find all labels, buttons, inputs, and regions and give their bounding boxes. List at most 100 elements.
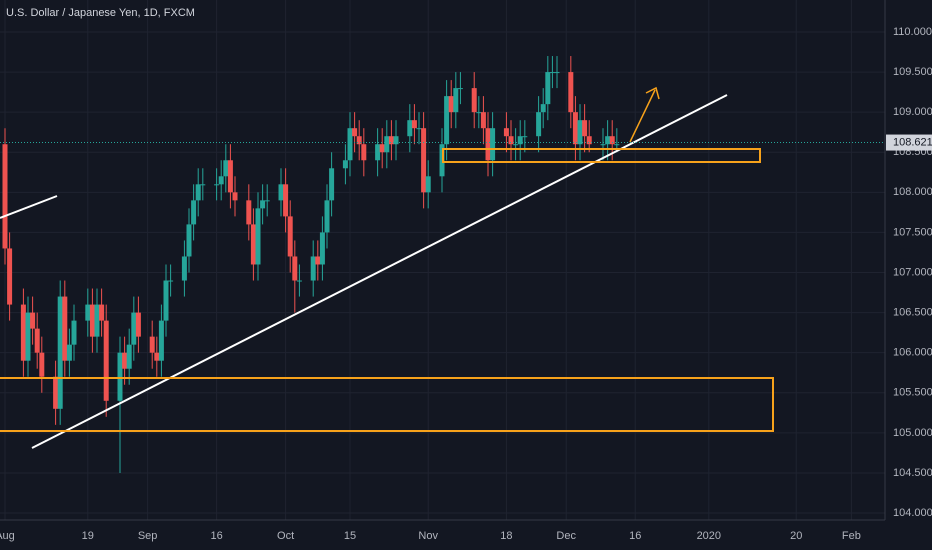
candle-body: [278, 184, 284, 201]
candle-body: [250, 224, 256, 265]
candle-body: [480, 112, 486, 129]
candle-body: [310, 256, 316, 281]
y-tick-label: 105.000: [893, 427, 932, 439]
candle-body: [227, 160, 233, 193]
candle-body: [568, 72, 574, 113]
candle-body: [103, 320, 109, 401]
candle-body: [522, 136, 528, 138]
candle-body: [471, 88, 477, 113]
last-price-label: 108.621: [893, 136, 932, 148]
x-tick-label: 2020: [697, 530, 721, 542]
y-tick-label: 107.000: [893, 266, 932, 278]
candle-body: [393, 136, 399, 145]
candle-body: [214, 184, 220, 186]
candle-body: [62, 296, 68, 361]
candle-body: [283, 184, 289, 217]
drawings: [0, 86, 774, 449]
candle-body: [582, 120, 588, 137]
candle-body: [448, 96, 454, 113]
trend-line: [0, 195, 58, 219]
y-tick-label: 106.500: [893, 306, 932, 318]
y-tick-label: 106.000: [893, 347, 932, 359]
candle-body: [379, 144, 385, 153]
candle-body: [39, 352, 45, 377]
candle-body: [126, 344, 132, 369]
y-tick-label: 104.500: [893, 467, 932, 479]
candle-body: [246, 200, 252, 225]
x-tick-label: Dec: [556, 530, 576, 542]
candle-body: [66, 344, 72, 361]
candle-body: [577, 120, 583, 145]
candle-body: [71, 320, 77, 345]
candle-body: [57, 296, 63, 409]
y-tick-label: 105.500: [893, 387, 932, 399]
candle-body: [89, 304, 95, 337]
candle-body: [158, 320, 164, 361]
candle-body: [536, 112, 542, 137]
candle-body: [361, 144, 367, 161]
candle-body: [356, 136, 362, 145]
candle-body: [30, 312, 36, 329]
candle-body: [168, 280, 174, 282]
candle-body: [200, 184, 206, 186]
zone-box: [0, 377, 774, 432]
candle-body: [255, 208, 261, 265]
price-axis: [885, 0, 932, 550]
candle-body: [2, 144, 8, 249]
time-axis: [0, 520, 932, 550]
candle-body: [352, 128, 358, 137]
candle-body: [485, 128, 491, 161]
zone-box: [442, 148, 761, 163]
candle-body: [600, 144, 606, 146]
candle-body: [421, 128, 427, 193]
candle-body: [517, 136, 523, 145]
candle-body: [375, 144, 381, 161]
candle-body: [122, 352, 128, 369]
candle-body: [384, 136, 390, 153]
candle-body: [490, 128, 496, 161]
candle-body: [53, 376, 59, 409]
y-tick-label: 108.000: [893, 186, 932, 198]
x-tick-label: 20: [790, 530, 802, 542]
candle-body: [411, 120, 417, 129]
candle-body: [20, 304, 26, 361]
candle-body: [476, 112, 482, 114]
candle-body: [407, 120, 413, 137]
candle-body: [513, 144, 519, 146]
candle-body: [34, 328, 40, 353]
candle-body: [549, 72, 555, 74]
candle-body: [614, 144, 620, 146]
candle-body: [232, 192, 238, 201]
y-tick-label: 107.500: [893, 226, 932, 238]
candle-body: [149, 336, 155, 353]
x-tick-label: Aug: [0, 530, 15, 542]
candle-body: [319, 232, 325, 265]
y-tick-label: 109.500: [893, 66, 932, 78]
candle-body: [260, 200, 266, 209]
candle-body: [503, 128, 509, 137]
candle-body: [554, 72, 560, 74]
chart-title: U.S. Dollar / Japanese Yen, 1D, FXCM: [6, 7, 195, 19]
candle-body: [586, 136, 592, 145]
candle-body: [425, 176, 431, 193]
candle-body: [163, 280, 169, 321]
x-tick-label: 16: [210, 530, 222, 542]
candle-body: [85, 304, 91, 321]
y-tick-label: 110.000: [893, 26, 932, 38]
x-tick-label: 15: [344, 530, 356, 542]
candle-body: [292, 256, 298, 281]
candle-body: [181, 256, 187, 281]
candle-body: [195, 184, 201, 201]
x-tick-label: 19: [82, 530, 94, 542]
candle-body: [329, 168, 335, 201]
trend-line: [31, 94, 728, 449]
candle-body: [605, 136, 611, 145]
candle-body: [223, 160, 229, 177]
candle-body: [287, 216, 293, 257]
candle-body: [508, 136, 514, 145]
arrow-head: [645, 86, 660, 100]
x-tick-label: Feb: [842, 530, 861, 542]
